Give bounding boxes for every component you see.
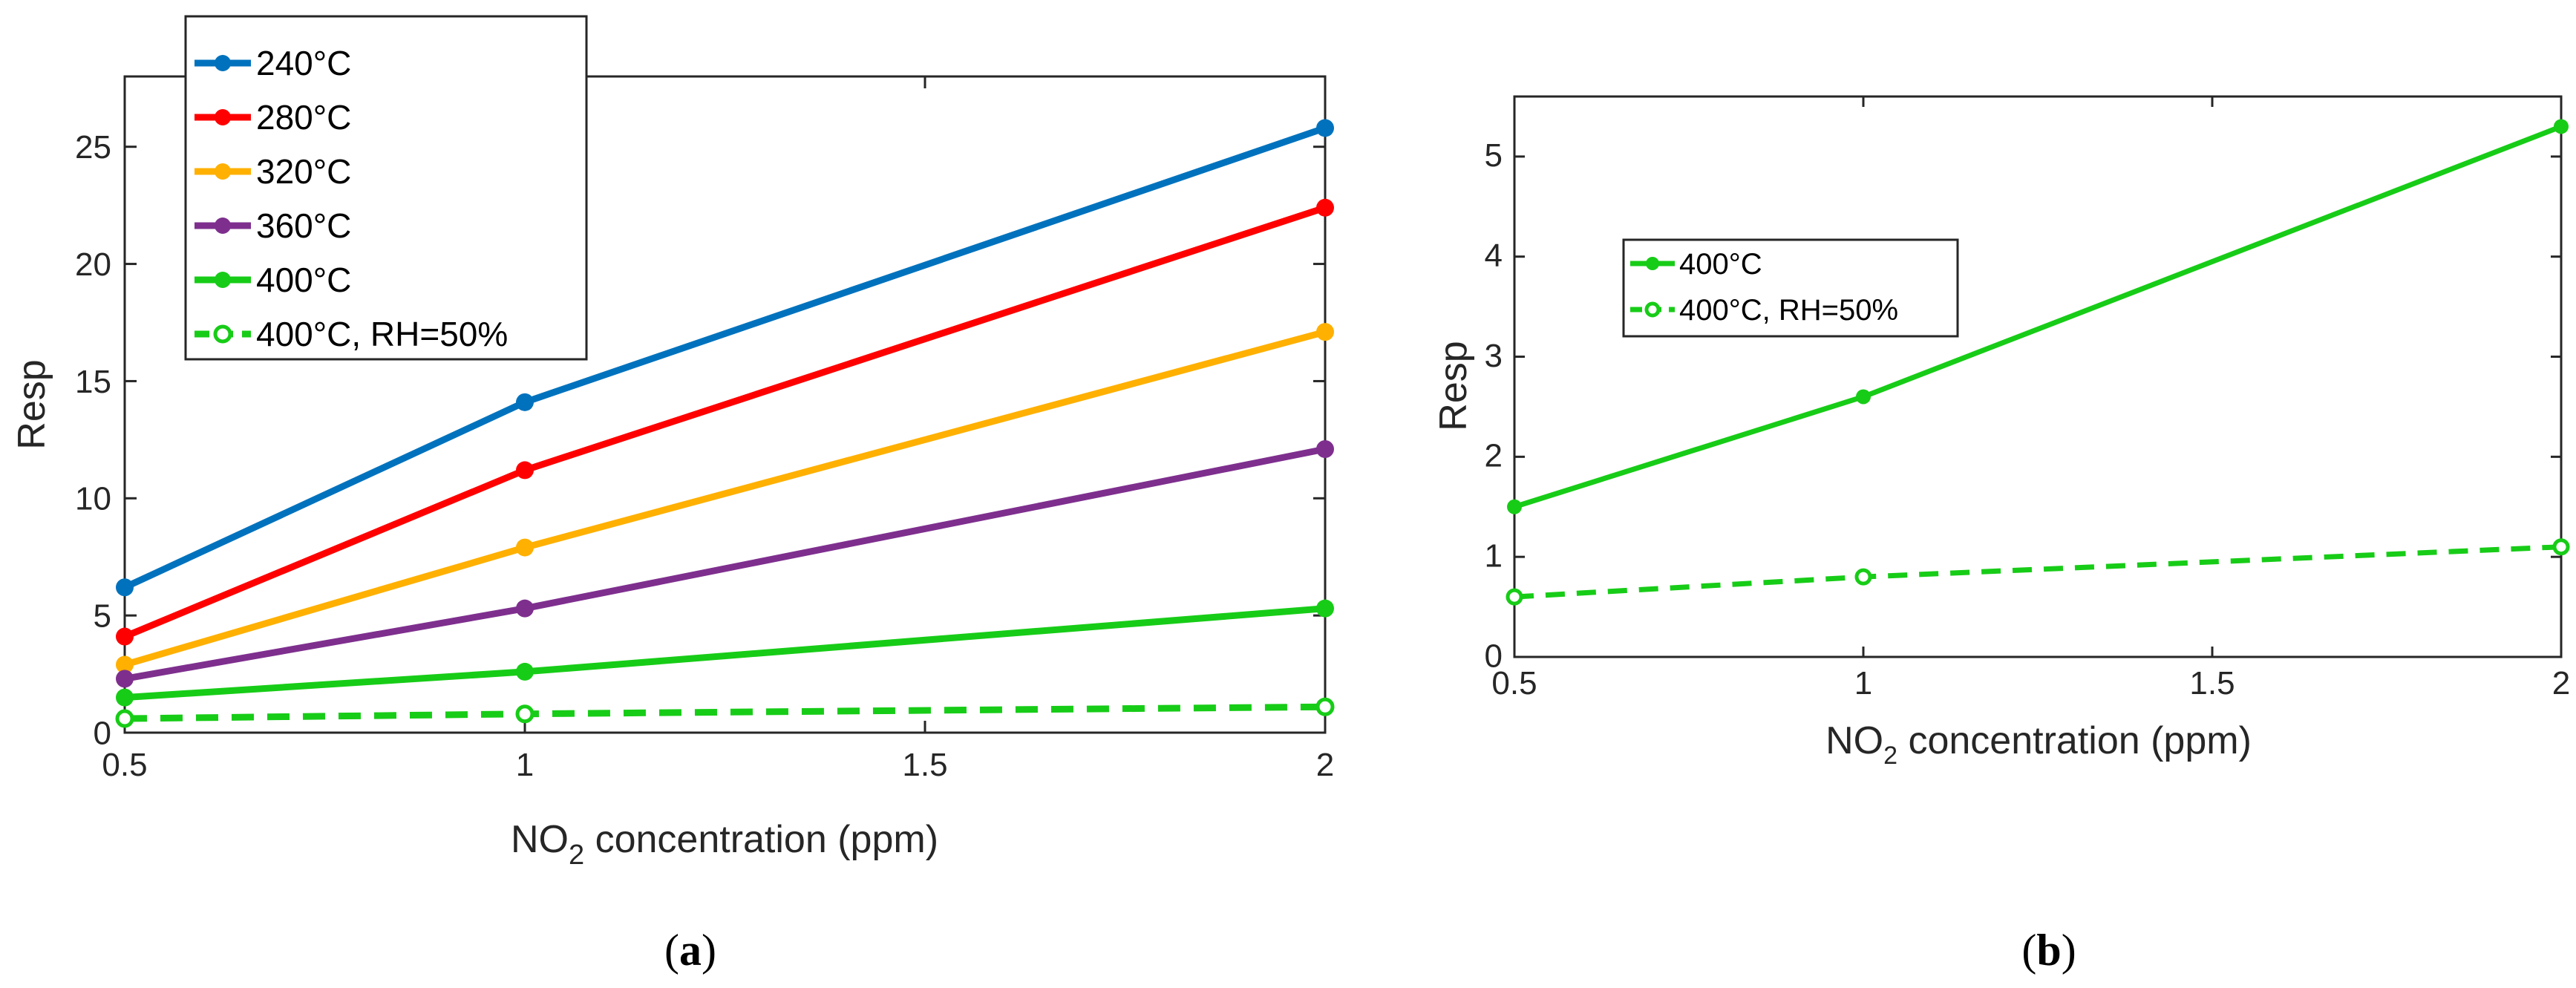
legend-a: 240°C 280°C 320°C 360°C 400°C 400°C, RH=50% — [184, 15, 588, 361]
y-tick-label: 4 — [1485, 238, 1503, 274]
data-point — [1315, 697, 1335, 716]
series-2 — [116, 323, 1334, 674]
x-tick-label: 1.5 — [2189, 665, 2235, 701]
x-axis-label-b: NO2 concentration (ppm) — [1825, 719, 2252, 770]
x-tick-label: 1 — [1854, 665, 1872, 701]
data-point — [116, 655, 134, 674]
series-group-b — [1506, 119, 2570, 606]
data-point — [516, 461, 534, 480]
series-5 — [115, 697, 1335, 728]
legend-box-b — [1622, 238, 1959, 338]
legend-label: 400°C — [1679, 248, 1762, 281]
data-point — [1856, 389, 1871, 405]
series-0 — [116, 119, 1334, 597]
x-axis-ticks-b: 0.5 1 1.5 2 — [1491, 96, 2570, 701]
plot-area-b — [1513, 95, 2563, 658]
data-point — [516, 662, 534, 681]
x-tick-label: 2 — [2552, 665, 2570, 701]
legend-items-a: 240°C 280°C 320°C 360°C 400°C 400°C, RH=50% — [194, 44, 508, 353]
legend-entry: 320°C — [194, 152, 351, 191]
data-point — [116, 670, 134, 688]
y-tick-label: 2 — [1485, 438, 1503, 474]
data-point — [515, 704, 535, 724]
x-tick-label: 1 — [516, 747, 534, 783]
legend-swatch-marker — [215, 163, 231, 180]
legend-items-b: 400°C 400°C, RH=50% — [1630, 248, 1898, 327]
y-tick-label: 25 — [75, 129, 111, 166]
series-3 — [116, 439, 1334, 688]
y-axis-ticks-a: 0 5 10 15 20 25 — [75, 129, 1325, 751]
legend-label: 400°C, RH=50% — [256, 315, 508, 353]
data-point — [516, 599, 534, 618]
y-axis-label-a: Resp — [10, 359, 53, 449]
data-point — [1316, 323, 1334, 341]
legend-entry: 400°C, RH=50% — [194, 315, 508, 353]
panel-b: 0 1 2 3 4 5 0.5 1 1.5 2 Resp NO2 concentration (… — [1432, 95, 2570, 975]
legend-entry: 240°C — [194, 44, 351, 82]
y-tick-label: 20 — [75, 246, 111, 283]
data-point — [2554, 119, 2569, 134]
legend-entry: 280°C — [194, 98, 351, 137]
legend-label: 240°C — [256, 44, 351, 82]
data-point — [516, 538, 534, 557]
legend-box-a — [184, 15, 588, 361]
data-point — [116, 688, 134, 707]
data-point — [1316, 599, 1334, 618]
legend-swatch-marker — [215, 109, 231, 125]
y-tick-label: 3 — [1485, 338, 1503, 374]
series-group-a — [115, 119, 1335, 728]
y-tick-label: 15 — [75, 364, 111, 400]
y-axis-ticks-b: 0 1 2 3 4 5 — [1485, 137, 2561, 674]
data-point — [1316, 198, 1334, 217]
series-4 — [116, 599, 1334, 707]
legend-swatch-marker — [213, 324, 232, 344]
legend-label: 320°C — [256, 152, 351, 191]
y-axis-label-b: Resp — [1432, 341, 1475, 431]
caption-b: (b) — [2021, 926, 2076, 975]
data-point — [1316, 119, 1334, 137]
y-tick-label: 5 — [1485, 137, 1503, 174]
y-tick-label: 1 — [1485, 537, 1503, 574]
y-tick-label: 10 — [75, 481, 111, 517]
series-1 — [116, 198, 1334, 646]
legend-label: 400°C — [256, 261, 351, 299]
data-point — [1507, 499, 1522, 514]
data-point — [115, 709, 134, 728]
x-axis-ticks-a: 0.5 1 1.5 2 — [102, 76, 1334, 783]
x-tick-label: 0.5 — [102, 747, 147, 783]
legend-swatch-marker — [1644, 301, 1661, 318]
legend-swatch-marker — [1646, 257, 1659, 270]
data-point — [1506, 588, 1523, 606]
data-point — [116, 578, 134, 597]
legend-b: 400°C 400°C, RH=50% — [1622, 238, 1959, 338]
legend-label: 360°C — [256, 206, 351, 245]
legend-swatch-marker — [215, 55, 231, 71]
legend-entry: 400°C, RH=50% — [1630, 294, 1898, 327]
legend-entry: 400°C — [1630, 248, 1762, 281]
legend-entry: 360°C — [194, 206, 351, 245]
series-1 — [1506, 538, 2570, 606]
x-tick-label: 0.5 — [1491, 665, 1537, 701]
data-point — [2552, 538, 2570, 556]
caption-a: (a) — [664, 926, 716, 975]
series-0 — [1507, 119, 2569, 514]
legend-entry: 400°C — [194, 261, 351, 299]
panel-a: 0 5 10 15 20 25 0.5 1 1.5 2 Resp NO2 concentrati… — [10, 15, 1335, 975]
y-tick-label: 5 — [94, 598, 111, 635]
data-point — [1316, 439, 1334, 458]
x-tick-label: 2 — [1316, 747, 1334, 783]
data-point — [516, 393, 534, 411]
y-tick-label: 0 — [94, 715, 111, 751]
data-point — [1854, 568, 1872, 586]
x-tick-label: 1.5 — [902, 747, 947, 783]
data-point — [116, 627, 134, 646]
legend-label: 280°C — [256, 98, 351, 137]
y-tick-label: 0 — [1485, 638, 1503, 674]
x-axis-label-a: NO2 concentration (ppm) — [511, 818, 938, 871]
legend-label: 400°C, RH=50% — [1679, 294, 1898, 327]
legend-swatch-marker — [215, 272, 231, 288]
legend-swatch-marker — [215, 217, 231, 234]
